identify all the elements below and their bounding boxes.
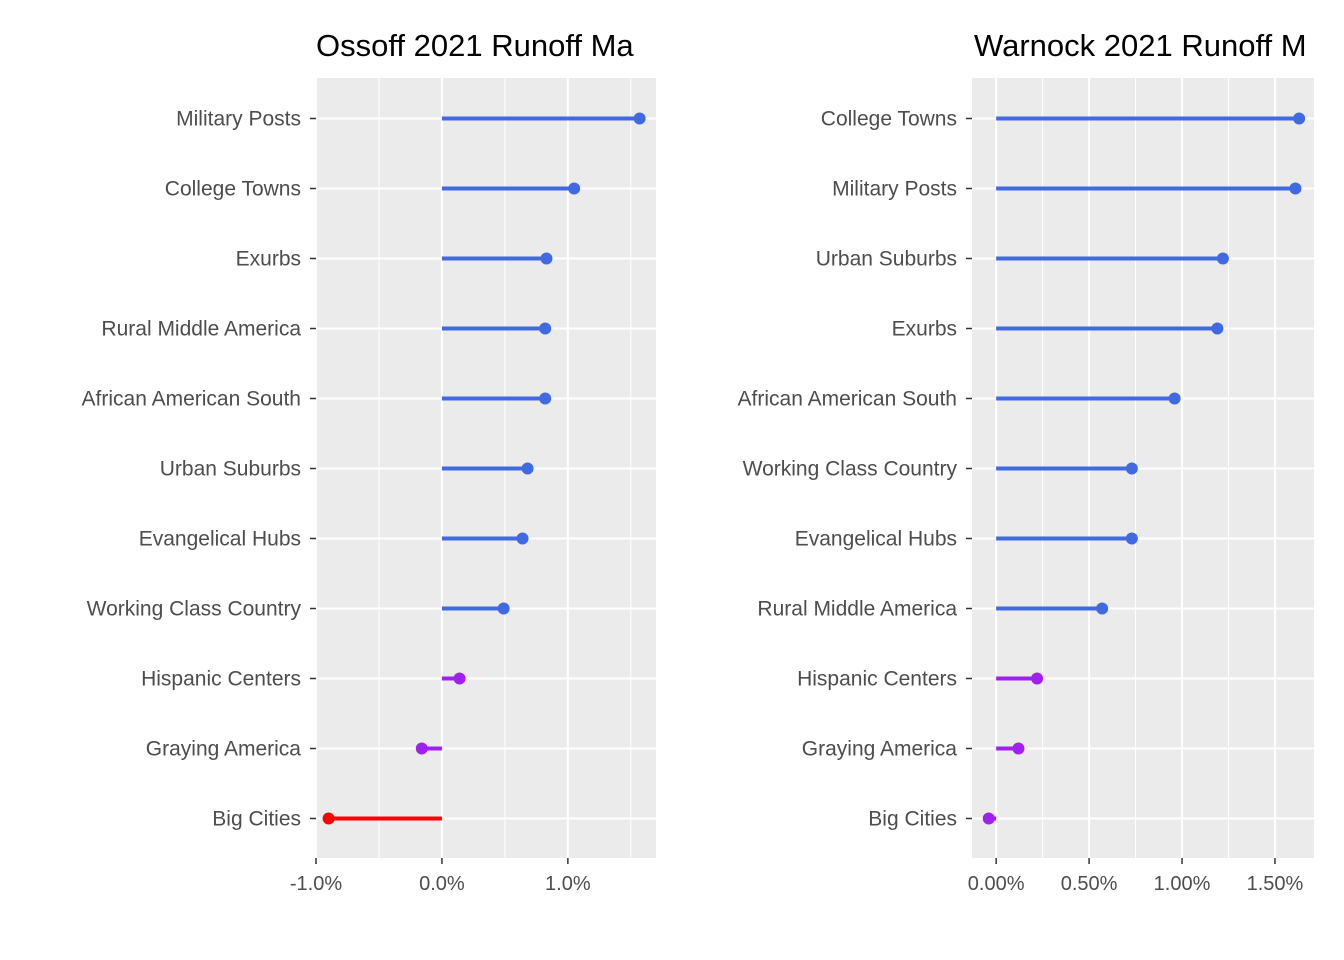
warnock-chart-title: Warnock 2021 Runoff M xyxy=(974,28,1307,63)
ossoff-point-rural-middle-america xyxy=(539,322,552,335)
ossoff-point-urban-suburbs xyxy=(521,462,534,475)
warnock-y-label-graying-america: Graying America xyxy=(802,738,958,761)
warnock-y-label-urban-suburbs: Urban Suburbs xyxy=(816,248,957,271)
warnock-point-college-towns xyxy=(1293,112,1306,125)
warnock-y-label-exurbs: Exurbs xyxy=(892,318,957,341)
ossoff-x-tick-label: 0.0% xyxy=(419,873,465,895)
warnock-x-tick-label: 0.50% xyxy=(1061,873,1118,895)
ossoff-y-label-african-american-south: African American South xyxy=(82,388,301,411)
warnock-y-label-african-american-south: African American South xyxy=(738,388,957,411)
ossoff-point-graying-america xyxy=(415,742,428,755)
ossoff-point-hispanic-centers xyxy=(453,672,466,685)
ossoff-point-african-american-south xyxy=(539,392,552,405)
ossoff-point-evangelical-hubs xyxy=(516,532,529,545)
ossoff-y-label-working-class-country: Working Class Country xyxy=(87,598,302,621)
warnock-point-african-american-south xyxy=(1168,392,1181,405)
warnock-point-urban-suburbs xyxy=(1216,252,1229,265)
warnock-point-rural-middle-america xyxy=(1096,602,1109,615)
warnock-x-tick-label: 1.50% xyxy=(1247,873,1304,895)
ossoff-y-label-big-cities: Big Cities xyxy=(212,808,301,831)
ossoff-y-label-hispanic-centers: Hispanic Centers xyxy=(141,668,301,691)
ossoff-y-label-graying-america: Graying America xyxy=(146,738,302,761)
ossoff-x-tick-label: 1.0% xyxy=(545,873,591,895)
ossoff-y-label-rural-middle-america: Rural Middle America xyxy=(101,318,301,341)
ossoff-y-label-exurbs: Exurbs xyxy=(236,248,301,271)
warnock-y-label-hispanic-centers: Hispanic Centers xyxy=(797,668,957,691)
warnock-x-tick-label: 1.00% xyxy=(1154,873,1211,895)
warnock-y-label-military-posts: Military Posts xyxy=(832,178,957,201)
ossoff-y-label-urban-suburbs: Urban Suburbs xyxy=(160,458,301,481)
warnock-y-label-college-towns: College Towns xyxy=(821,108,957,131)
ossoff-point-college-towns xyxy=(568,182,581,195)
ossoff-point-military-posts xyxy=(633,112,646,125)
warnock-point-big-cities xyxy=(982,812,995,825)
ossoff-x-tick-label: -1.0% xyxy=(290,873,342,895)
warnock-point-exurbs xyxy=(1211,322,1224,335)
ossoff-point-exurbs xyxy=(540,252,553,265)
ossoff-panel: Ossoff 2021 Runoff Ma -1.0% 0.0% 1.0% Milita… xyxy=(82,28,656,895)
warnock-point-hispanic-centers xyxy=(1031,672,1044,685)
warnock-y-label-working-class-country: Working Class Country xyxy=(743,458,958,481)
warnock-y-label-big-cities: Big Cities xyxy=(868,808,957,831)
warnock-panel: Warnock 2021 Runoff M 0.00% 0.50% 1.00% 1.50… xyxy=(738,28,1314,895)
ossoff-y-label-military-posts: Military Posts xyxy=(176,108,301,131)
warnock-x-tick-label: 0.00% xyxy=(968,873,1025,895)
ossoff-chart-title: Ossoff 2021 Runoff Ma xyxy=(316,28,634,63)
ossoff-y-label-evangelical-hubs: Evangelical Hubs xyxy=(139,528,301,551)
warnock-y-label-rural-middle-america: Rural Middle America xyxy=(757,598,957,621)
warnock-point-graying-america xyxy=(1012,742,1025,755)
warnock-point-military-posts xyxy=(1289,182,1302,195)
warnock-y-label-evangelical-hubs: Evangelical Hubs xyxy=(795,528,957,551)
ossoff-point-working-class-country xyxy=(497,602,510,615)
warnock-point-evangelical-hubs xyxy=(1125,532,1138,545)
ossoff-point-big-cities xyxy=(322,812,335,825)
ossoff-y-label-college-towns: College Towns xyxy=(165,178,301,201)
warnock-point-working-class-country xyxy=(1125,462,1138,475)
